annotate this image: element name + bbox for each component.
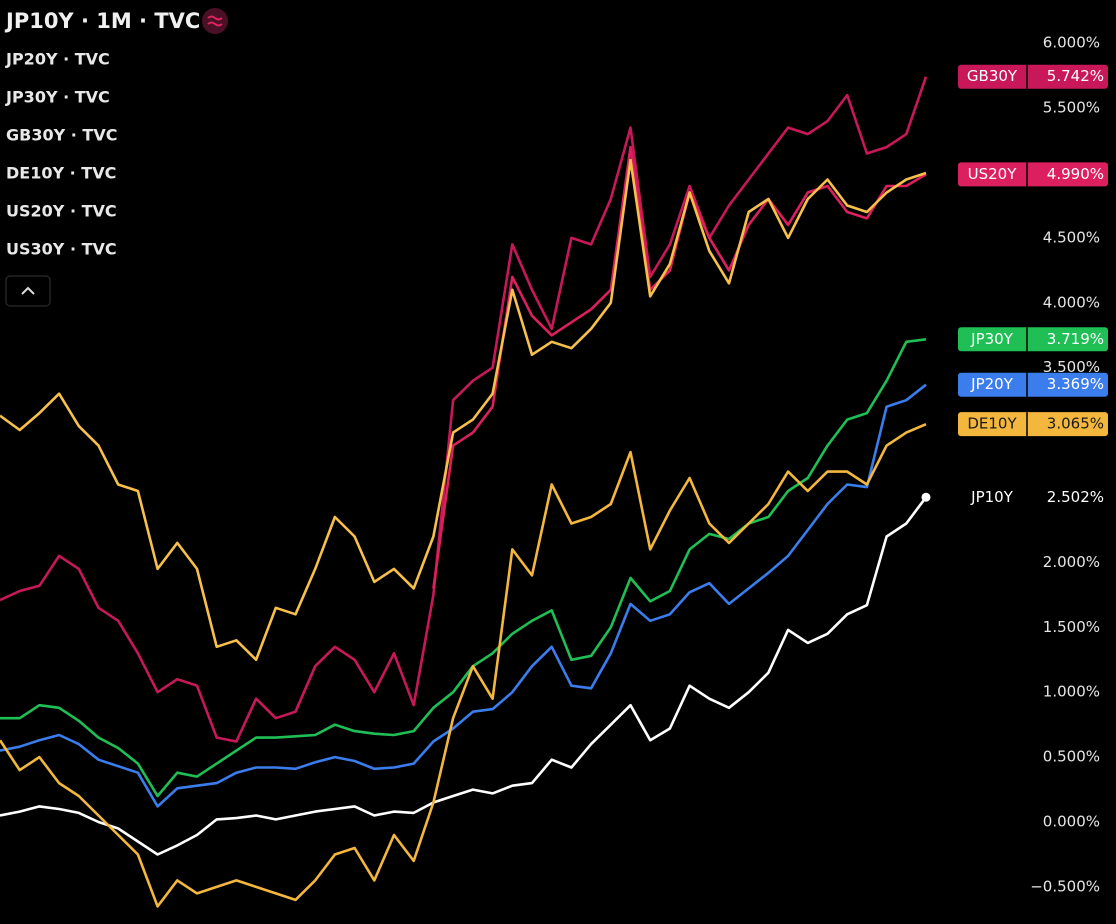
indicator-icon[interactable] <box>202 8 228 34</box>
value-tag-name: DE10Y <box>967 415 1017 433</box>
value-tag-box <box>958 372 1108 397</box>
series-line <box>0 496 928 856</box>
series-line <box>0 338 927 798</box>
y-tick-label: 4.000% <box>1043 293 1100 311</box>
y-tick-label: 4.500% <box>1043 228 1100 246</box>
y-tick-label: 1.000% <box>1043 683 1100 701</box>
y-tick-label: 5.500% <box>1043 99 1100 117</box>
value-tag-name: JP10Y <box>970 488 1014 506</box>
indicator-icon-glyph <box>207 15 223 27</box>
value-tag-box <box>958 64 1108 89</box>
value-tag-name: JP20Y <box>970 375 1014 393</box>
chart-title: JP10Y · 1M · TVC <box>4 9 200 33</box>
value-tag-name: JP30Y <box>970 330 1014 348</box>
y-tick-label: 1.500% <box>1043 618 1100 636</box>
value-tag-box <box>958 327 1108 352</box>
y-tick-label: 2.000% <box>1043 553 1100 571</box>
series-line <box>0 76 928 743</box>
collapse-icon <box>21 286 35 295</box>
value-tag-box <box>958 162 1108 187</box>
y-tick-label: 3.500% <box>1043 358 1100 376</box>
series-line <box>0 158 927 662</box>
value-tag-value: 3.369% <box>1047 375 1104 393</box>
value-tag-value: 3.719% <box>1047 330 1104 348</box>
y-tick-label: 0.500% <box>1043 748 1100 766</box>
series-line <box>0 423 927 908</box>
y-tick-label: 6.000% <box>1043 34 1100 52</box>
legend-entry: US20Y · TVC <box>6 202 117 221</box>
series-line <box>0 383 927 808</box>
value-tag-value: 4.990% <box>1047 165 1104 183</box>
legend-entry: US30Y · TVC <box>6 240 117 259</box>
value-tag-value: 3.065% <box>1047 415 1104 433</box>
value-tag-value: 5.742% <box>1047 67 1104 85</box>
y-tick-label: 0.000% <box>1043 813 1100 831</box>
value-tag-box <box>958 412 1108 437</box>
legend-entry: DE10Y · TVC <box>6 164 116 183</box>
value-tag-name: GB30Y <box>967 67 1018 85</box>
collapse-button[interactable] <box>5 275 51 307</box>
y-tick-label: −0.500% <box>1030 877 1100 895</box>
last-point <box>921 492 931 502</box>
legend-entry: JP20Y · TVC <box>5 50 110 69</box>
value-tag-value: 2.502% <box>1047 488 1104 506</box>
legend-entry: GB30Y · TVC <box>6 126 117 145</box>
value-tag-name: US20Y <box>968 165 1018 183</box>
legend-entry: JP30Y · TVC <box>5 88 110 107</box>
